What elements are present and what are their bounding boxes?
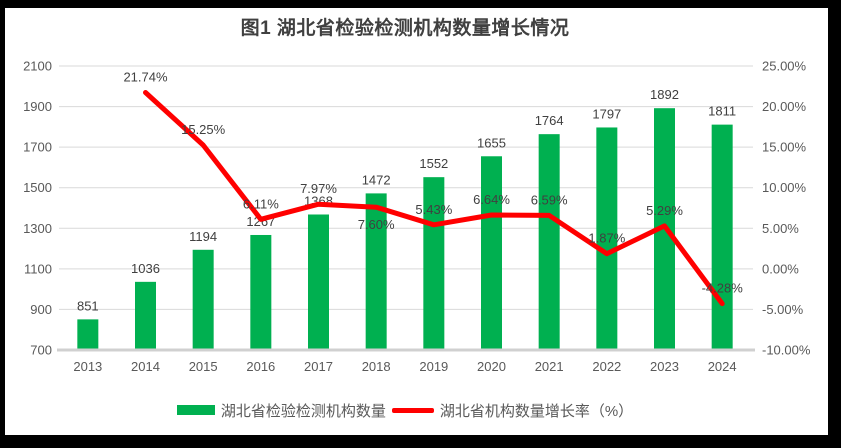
bar-2024 <box>711 124 733 350</box>
left-axis-tick: 1100 <box>24 261 52 276</box>
legend-label-line-series: 湖北省机构数量增长率（%） <box>439 402 634 420</box>
line-label-2018: 7.60% <box>358 217 395 232</box>
right-axis-tick: 10.00% <box>762 180 807 195</box>
bar-2018 <box>365 193 387 350</box>
bar-2014 <box>135 281 156 350</box>
right-axis-tick: 0.00% <box>762 261 799 276</box>
bar-label-2018: 1472 <box>362 172 391 187</box>
bar-2015 <box>192 249 214 350</box>
line-label-2015: 15.25% <box>181 122 226 137</box>
bar-label-2024: 1811 <box>708 104 736 119</box>
x-axis-label-2024: 2024 <box>708 359 737 374</box>
right-axis-tick: 5.00% <box>762 221 799 236</box>
chart-title: 图1 湖北省检验检测机构数量增长情况 <box>240 18 570 39</box>
bar-2021 <box>538 134 560 350</box>
left-axis-tick: 2100 <box>23 59 52 74</box>
bar-label-2023: 1892 <box>650 87 679 102</box>
bar-label-2019: 1552 <box>419 156 448 171</box>
bar-label-2021: 1764 <box>535 113 564 128</box>
left-axis-tick: 1300 <box>23 221 52 236</box>
bar-label-2015: 1194 <box>189 229 217 244</box>
right-axis-tick: 20.00% <box>762 99 807 114</box>
left-axis-tick: 700 <box>30 343 52 358</box>
bar-label-2020: 1655 <box>477 135 506 150</box>
legend-item-line-series: 湖北省机构数量增长率（%） <box>391 400 634 421</box>
chart-legend: 湖北省检验检测机构数量 湖北省机构数量增长率（%） <box>59 400 751 420</box>
line-label-2020: 6.64% <box>473 192 510 207</box>
growth-rate-line <box>143 90 725 307</box>
x-axis-label-2016: 2016 <box>246 359 275 374</box>
x-axis-label-2022: 2022 <box>592 359 621 374</box>
bar-2020 <box>481 156 502 350</box>
legend-label-bar-series: 湖北省检验检测机构数量 <box>220 402 386 420</box>
x-axis-label-2020: 2020 <box>477 359 506 374</box>
bar-2016 <box>250 234 272 350</box>
bar-series-swatch-icon <box>176 405 215 415</box>
line-label-2023: 5.29% <box>646 203 683 218</box>
bar-label-2013: 851 <box>77 298 99 313</box>
x-axis-label-2021: 2021 <box>535 359 564 374</box>
right-axis-tick: 25.00% <box>762 59 807 74</box>
left-axis-tick: 1900 <box>23 99 52 114</box>
x-axis-label-2015: 2015 <box>189 359 218 374</box>
line-label-2022: 1.87% <box>588 231 625 246</box>
x-axis-label-2013: 2013 <box>73 359 102 374</box>
bar-label-2022: 1797 <box>592 106 621 121</box>
line-label-2019: 5.43% <box>415 202 452 217</box>
x-axis-label-2019: 2019 <box>419 359 448 374</box>
x-axis-label-2023: 2023 <box>650 359 679 374</box>
bar-2022 <box>596 127 618 350</box>
right-axis-tick: -5.00% <box>762 302 804 317</box>
bar-label-2014: 1036 <box>131 261 160 276</box>
right-axis-tick: 15.00% <box>762 140 807 155</box>
right-axis-tick: -10.00% <box>762 343 811 358</box>
x-axis-label-2017: 2017 <box>304 359 333 374</box>
line-label-2021: 6.59% <box>531 192 568 207</box>
line-label-2016: 6.11% <box>243 196 279 211</box>
x-axis-label-2014: 2014 <box>131 359 160 374</box>
bar-2019 <box>423 177 445 350</box>
bar-2017 <box>308 214 329 350</box>
legend-item-bar-series: 湖北省检验检测机构数量 <box>176 400 386 421</box>
line-label-2024: -4.28% <box>702 281 744 296</box>
line-series-swatch-icon <box>391 407 434 413</box>
left-axis-tick: 1500 <box>23 180 52 195</box>
line-label-2017: 7.97% <box>300 181 337 196</box>
x-axis-label-2018: 2018 <box>362 359 391 374</box>
left-axis-tick: 900 <box>30 302 52 317</box>
line-label-2014: 21.74% <box>123 69 168 84</box>
bar-2013 <box>77 319 99 350</box>
left-axis-tick: 1700 <box>23 140 52 155</box>
